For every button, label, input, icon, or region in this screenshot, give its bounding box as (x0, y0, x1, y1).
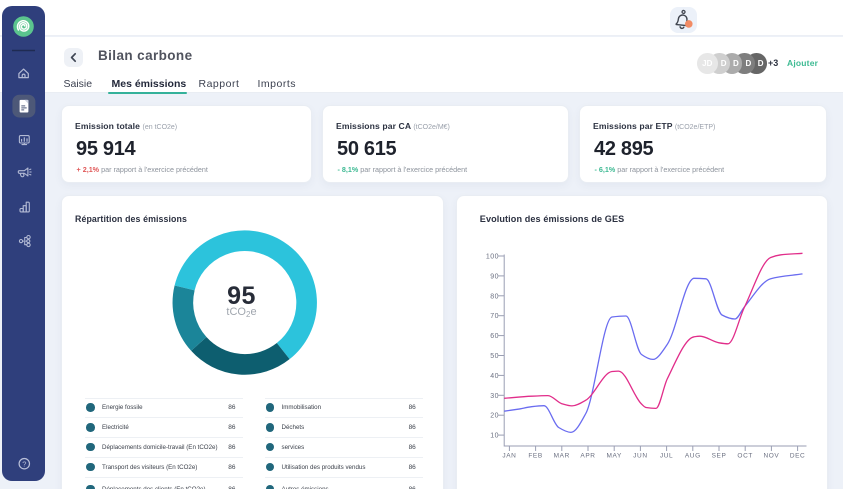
svg-text:90: 90 (490, 273, 499, 280)
svg-text:DEC: DEC (790, 452, 806, 459)
svg-text:AUG: AUG (685, 452, 701, 459)
svg-text:OCT: OCT (737, 452, 753, 459)
svg-text:60: 60 (490, 333, 499, 340)
svg-text:50: 50 (490, 353, 499, 360)
svg-text:?: ? (22, 460, 26, 469)
svg-text:70: 70 (490, 313, 499, 320)
svg-text:100: 100 (486, 253, 499, 260)
svg-text:JAN: JAN (502, 452, 516, 459)
svg-text:NOV: NOV (763, 452, 779, 459)
svg-text:10: 10 (490, 432, 499, 439)
svg-text:JUL: JUL (660, 452, 673, 459)
svg-text:40: 40 (490, 372, 499, 379)
svg-text:SEP: SEP (712, 452, 727, 459)
svg-text:MAY: MAY (606, 452, 621, 459)
svg-text:30: 30 (490, 392, 499, 399)
svg-text:MAR: MAR (554, 452, 570, 459)
svg-text:20: 20 (490, 412, 499, 419)
svg-text:JUN: JUN (633, 452, 647, 459)
svg-text:FEB: FEB (528, 452, 542, 459)
svg-text:80: 80 (490, 293, 499, 300)
svg-text:APR: APR (580, 452, 595, 459)
